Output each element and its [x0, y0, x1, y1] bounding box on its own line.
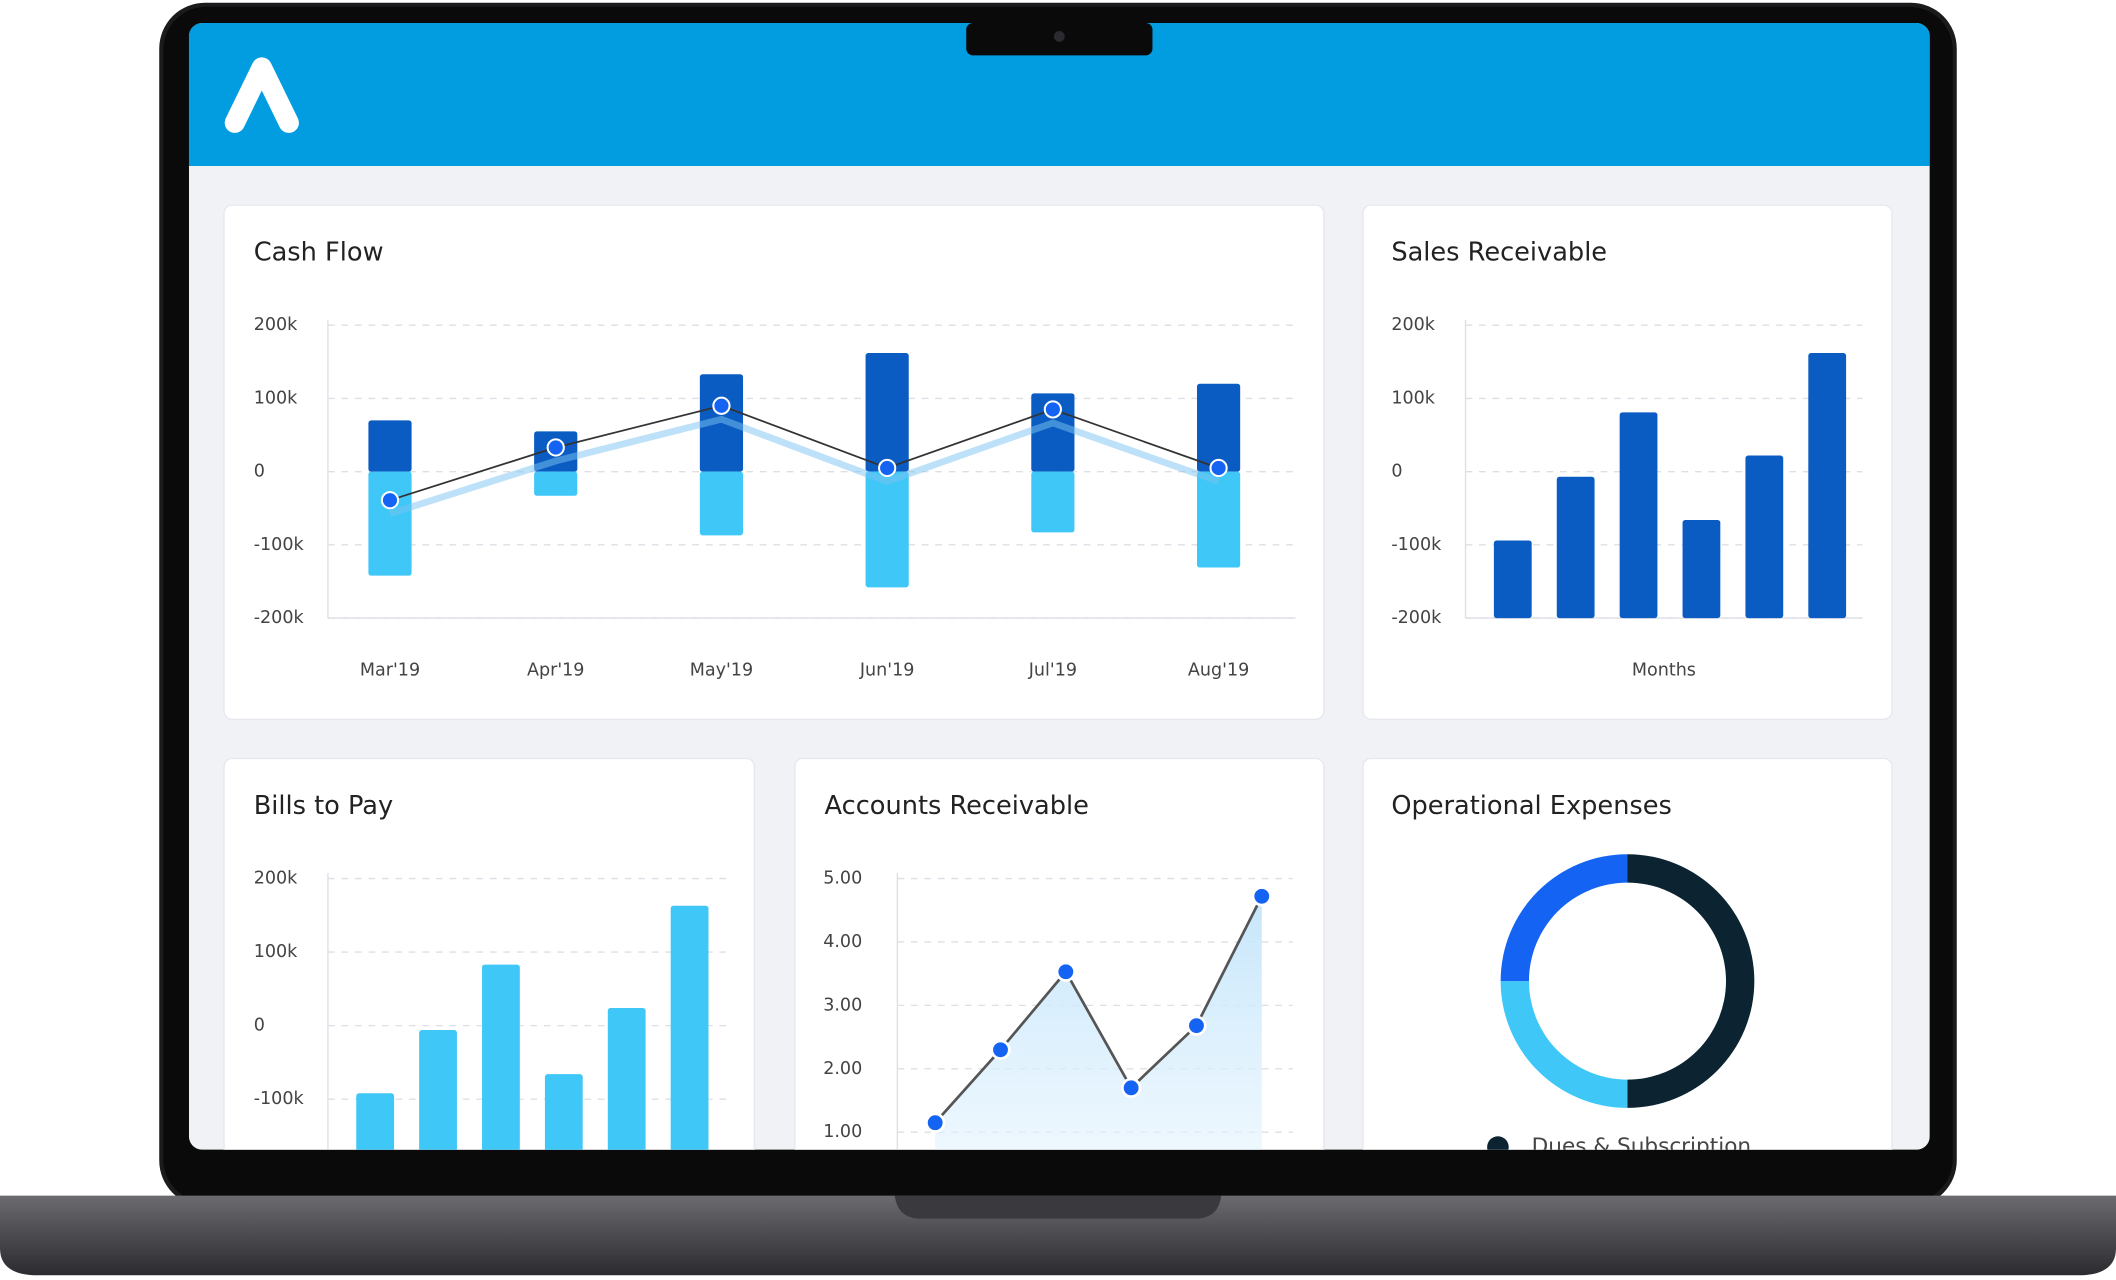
- bar: [1745, 455, 1784, 619]
- line-point: [1043, 400, 1062, 419]
- bar: [670, 905, 709, 1150]
- bar: [1031, 471, 1075, 533]
- bar: [1556, 476, 1595, 619]
- y-tick-label: -200k: [254, 608, 305, 628]
- line: [934, 895, 1263, 1124]
- logo[interactable]: [224, 57, 299, 133]
- bar: [534, 471, 578, 496]
- x-tick-label: May'19: [690, 661, 753, 681]
- legend-label: Dues & Subscription: [1532, 1134, 1751, 1159]
- y-tick-label: 0: [254, 462, 265, 482]
- line-point: [878, 458, 897, 478]
- y-tick-label: 1.00: [823, 1122, 862, 1142]
- x-tick-label: Jun'19: [859, 661, 915, 681]
- bar: [419, 1030, 457, 1150]
- y-tick-label: 100k: [1391, 388, 1435, 408]
- y-tick-label: -200k: [1391, 608, 1442, 628]
- y-tick-label: 4.00: [823, 932, 862, 952]
- bar: [368, 420, 412, 472]
- x-axis-label: Months: [1632, 661, 1696, 681]
- y-tick-label: 0: [1391, 462, 1402, 482]
- line-point: [712, 396, 731, 415]
- line-point: [1186, 1015, 1207, 1036]
- line-point: [380, 491, 400, 510]
- x-tick-label: Aug'19: [1188, 661, 1249, 681]
- line-glow: [388, 415, 1220, 517]
- bar: [544, 1074, 583, 1150]
- bar: [1682, 519, 1721, 619]
- y-tick-label: 3.00: [823, 995, 862, 1015]
- line-point: [990, 1039, 1011, 1060]
- donut-slice: [1627, 854, 1755, 1108]
- legend-swatch: [1487, 1136, 1509, 1150]
- y-tick-label: 0: [254, 1016, 265, 1036]
- card: [1362, 757, 1893, 1150]
- camera: [1053, 31, 1065, 42]
- card: [223, 204, 1325, 720]
- y-tick-label: 200k: [254, 315, 298, 335]
- bar: [356, 1093, 395, 1150]
- area: [935, 896, 1262, 1150]
- bar: [482, 964, 520, 1150]
- bar: [1619, 412, 1658, 619]
- laptop-base: [0, 1195, 2116, 1276]
- x-tick-label: Apr'19: [527, 661, 584, 681]
- y-tick-label: -100k: [254, 1089, 305, 1109]
- bar: [1808, 353, 1847, 619]
- y-tick-label: 100k: [254, 388, 298, 408]
- bar: [1196, 471, 1241, 568]
- y-tick-label: 200k: [254, 869, 298, 889]
- chart-title: Bills to Pay: [254, 791, 393, 821]
- screen: Cash Flow 200k 100k 0 -100k -200k Mar'19 Apr'19…: [188, 22, 1930, 1159]
- bar: [865, 353, 909, 472]
- y-tick-label: 2.00: [823, 1059, 862, 1079]
- chart-title: Operational Expenses: [1391, 791, 1672, 821]
- bar: [1196, 383, 1241, 472]
- donut-slice: [1500, 854, 1628, 982]
- trackpad-notch: [894, 1195, 1222, 1219]
- line-point: [1251, 886, 1272, 907]
- bar: [699, 471, 744, 536]
- line-point: [546, 438, 565, 457]
- y-tick-label: 5.00: [823, 869, 862, 889]
- y-tick-label: -100k: [1391, 535, 1442, 555]
- bar: [865, 471, 909, 588]
- bar: [699, 374, 744, 472]
- chart-title: Accounts Receivable: [825, 791, 1089, 821]
- y-tick-label: 100k: [254, 942, 298, 962]
- line-point: [925, 1112, 946, 1133]
- chart-title: Cash Flow: [254, 238, 384, 268]
- line-point: [1209, 458, 1228, 478]
- bar: [607, 1007, 646, 1150]
- x-tick-label: Mar'19: [360, 661, 420, 681]
- line-point: [1055, 961, 1076, 982]
- y-tick-label: 200k: [1391, 315, 1435, 335]
- bar: [1493, 540, 1532, 619]
- charts: Cash Flow 200k 100k 0 -100k -200k Mar'19 Apr'19…: [254, 238, 1863, 1159]
- bar: [368, 471, 412, 576]
- chart-title: Sales Receivable: [1391, 238, 1607, 268]
- line-point: [1121, 1077, 1142, 1098]
- y-tick-label: -100k: [254, 535, 305, 555]
- x-tick-label: Jul'19: [1028, 661, 1077, 681]
- line: [389, 404, 1219, 502]
- donut-slice: [1500, 981, 1628, 1108]
